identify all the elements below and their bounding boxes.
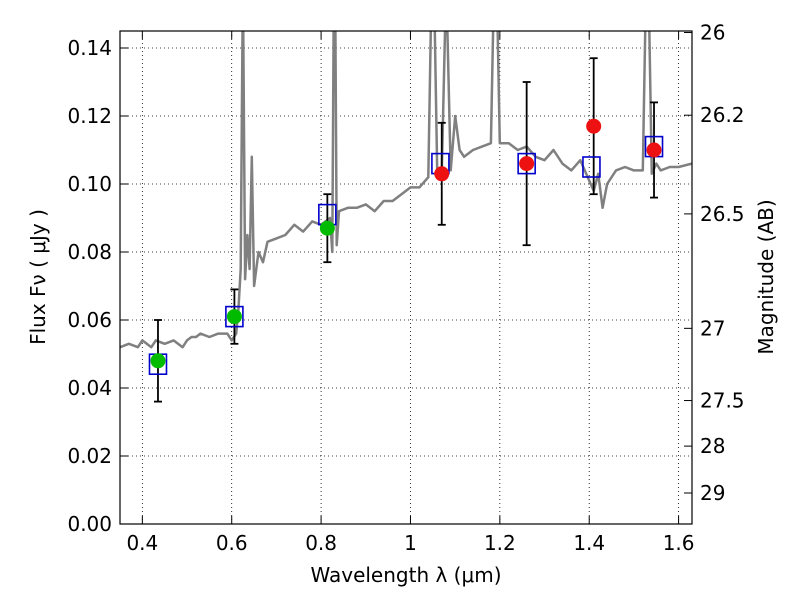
- x-tick-label: 1.4: [573, 531, 605, 555]
- optical-point: [150, 353, 166, 369]
- y-tick-label: 0.08: [67, 240, 112, 264]
- mag-tick-label: 29: [700, 481, 725, 505]
- axis-ticks: [120, 31, 692, 525]
- spectrum-layer: [120, 31, 692, 349]
- x-tick-label: 1.6: [663, 531, 695, 555]
- spectrum-line: [120, 31, 692, 349]
- nir-point: [434, 166, 450, 182]
- y-tick-label: 0.02: [67, 444, 112, 468]
- x-tick-label: 0.8: [305, 531, 337, 555]
- optical-point: [319, 220, 335, 236]
- mag-tick-label: 28: [700, 434, 725, 458]
- nir-point: [646, 142, 662, 158]
- optical-point: [226, 309, 242, 325]
- y-axis-label-right: Magnitude (AB): [754, 199, 778, 354]
- x-tick-label: 1.2: [484, 531, 516, 555]
- mag-tick-label: 27.5: [700, 389, 745, 413]
- y-tick-labels: 0.00 0.02 0.04 0.06 0.08 0.10 0.12 0.14: [67, 36, 112, 536]
- y-tick-label: 0.14: [67, 36, 112, 60]
- nir-point: [519, 156, 535, 172]
- nir-point: [586, 118, 602, 134]
- y-tick-label: 0.06: [67, 308, 112, 332]
- mag-tick-label: 26.2: [700, 103, 745, 127]
- x-tick-labels: 0.4 0.6 0.8 1 1.2 1.4 1.6: [126, 531, 694, 555]
- plot-frame: [119, 30, 693, 525]
- y-tick-label: 0.04: [67, 376, 112, 400]
- model-photometry-box: [517, 152, 536, 175]
- y-tick-label: 0.10: [67, 172, 112, 196]
- x-axis-label: Wavelength λ (μm): [310, 563, 501, 587]
- errorbar-layer: [153, 57, 659, 403]
- magnitude-tick-labels: 26 26.2 26.5 27 27.5 28 29: [700, 21, 745, 505]
- mag-tick-label: 27: [700, 316, 725, 340]
- y-axis-label-left: Flux Fν ( μJy ): [26, 209, 50, 345]
- x-tick-label: 1: [404, 531, 417, 555]
- data-point-layer: [150, 118, 662, 369]
- model-photometry-box: [225, 305, 244, 328]
- x-tick-label: 0.4: [126, 531, 158, 555]
- y-tick-label: 0.00: [67, 512, 112, 536]
- x-tick-label: 0.6: [216, 531, 248, 555]
- mag-tick-label: 26: [700, 21, 725, 45]
- grid: [120, 31, 692, 525]
- model-photometry-box: [582, 156, 601, 178]
- y-tick-label: 0.12: [67, 104, 112, 128]
- mag-tick-label: 26.5: [700, 202, 745, 226]
